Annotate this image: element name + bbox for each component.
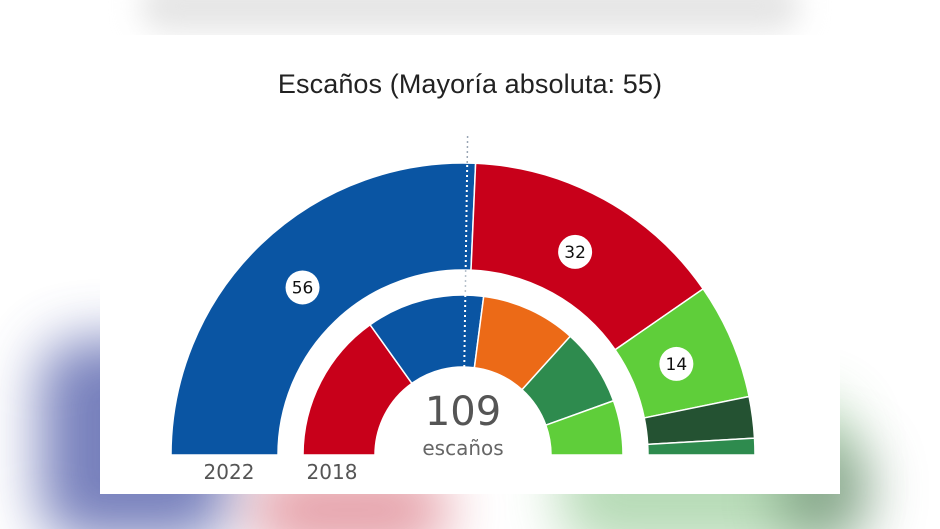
- segment-2022-4: [646, 437, 756, 456]
- segment-2022-0: [170, 162, 477, 456]
- total-seats-label: escaños: [422, 436, 504, 460]
- segment-2018-4: [544, 399, 624, 456]
- seat-label-value: 32: [564, 243, 586, 263]
- ring-2018: [302, 294, 624, 456]
- year-label-2022: 2022: [203, 460, 255, 484]
- majority-dotted-line: [463, 135, 469, 368]
- chart-card: Escaños (Mayoría absoluta: 55) 56 32 14 10…: [100, 35, 840, 494]
- seat-label-value: 14: [666, 355, 688, 375]
- majority-line: [463, 135, 469, 368]
- seat-label-value: 56: [292, 278, 314, 298]
- total-seats-number: 109: [424, 389, 502, 435]
- parliament-semicircle-chart: 56 32 14: [170, 135, 756, 456]
- seat-label-badge: [558, 234, 593, 269]
- ring-2022: [170, 162, 756, 456]
- background-blur-top: [140, 0, 800, 32]
- seat-label-badge: [659, 346, 694, 381]
- chart-title: Escaños (Mayoría absoluta: 55): [277, 69, 663, 99]
- year-label-2018: 2018: [306, 460, 358, 484]
- seat-labels: 56 32 14: [285, 234, 694, 381]
- seat-label-badge: [285, 270, 320, 305]
